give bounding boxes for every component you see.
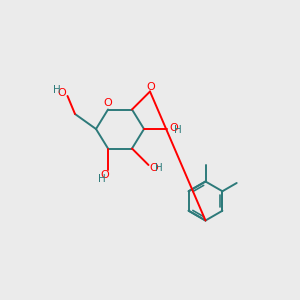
Text: H: H — [155, 163, 163, 173]
Text: H: H — [53, 85, 61, 95]
Text: O: O — [100, 169, 109, 180]
Text: H: H — [98, 173, 105, 184]
Text: O: O — [58, 88, 67, 98]
Text: O: O — [169, 123, 178, 133]
Text: H: H — [174, 125, 182, 135]
Text: O: O — [149, 163, 158, 173]
Text: O: O — [146, 82, 155, 92]
Text: O: O — [103, 98, 112, 108]
